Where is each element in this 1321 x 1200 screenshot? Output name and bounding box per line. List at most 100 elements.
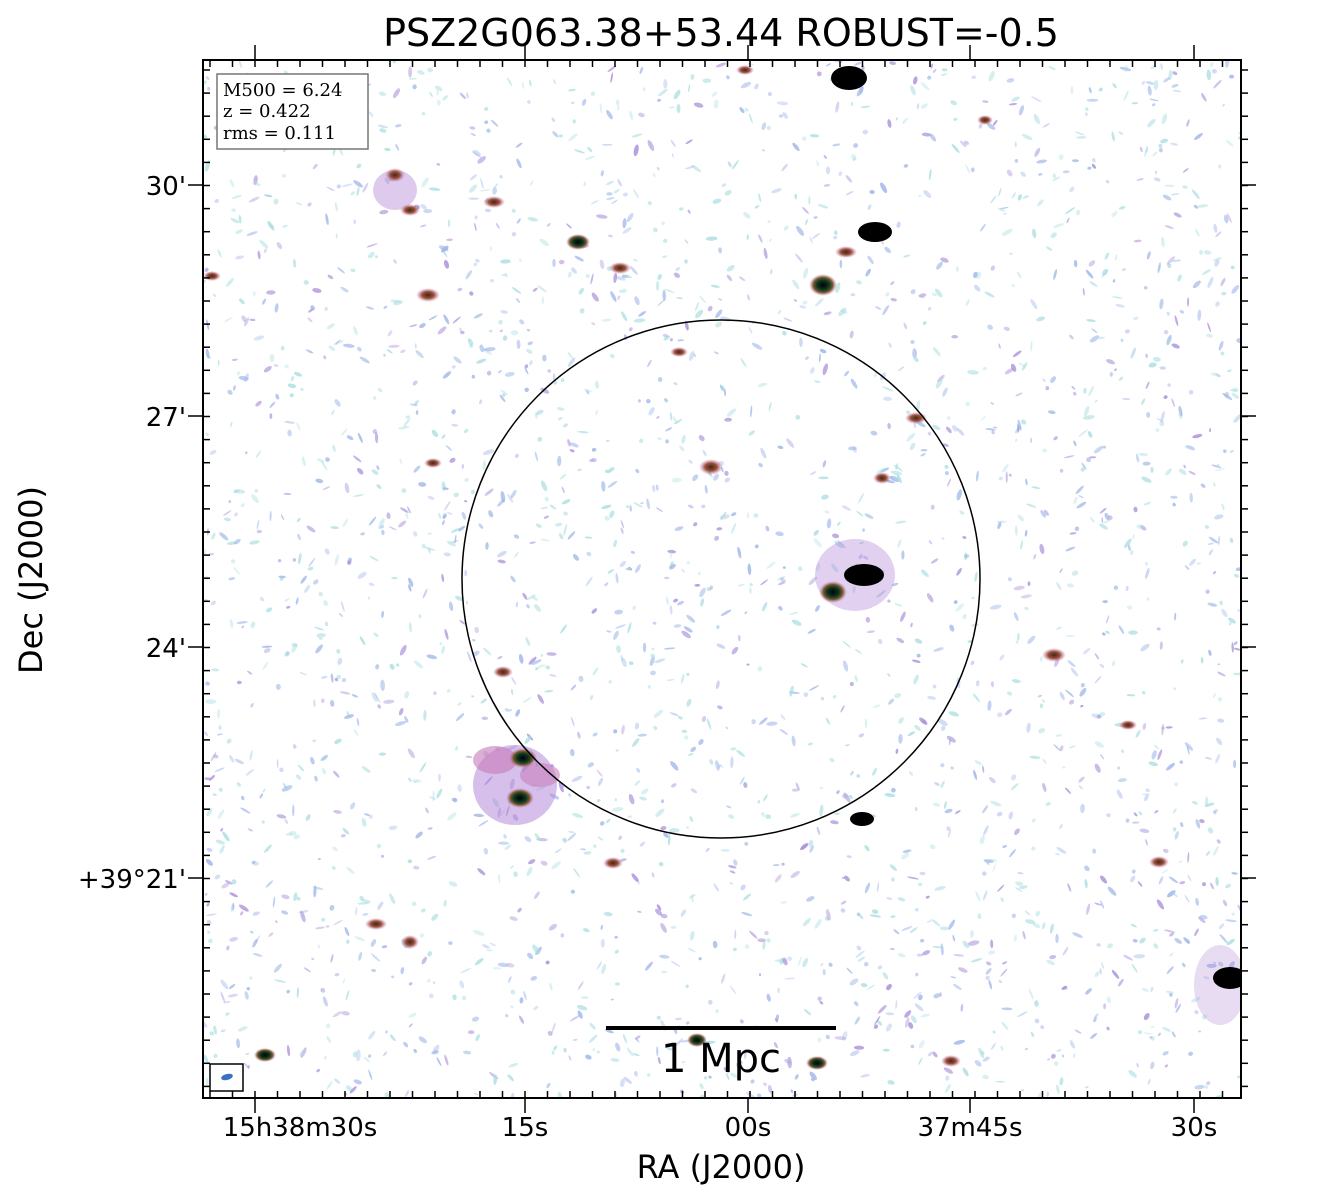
noise-speck	[1166, 339, 1171, 344]
noise-speck	[359, 636, 366, 646]
noise-speck	[383, 699, 395, 704]
noise-speck	[615, 572, 619, 584]
noise-speck	[577, 731, 581, 739]
noise-speck	[370, 939, 377, 947]
noise-speck	[1146, 411, 1151, 418]
noise-speck	[407, 748, 415, 759]
noise-speck	[858, 554, 863, 560]
noise-speck	[318, 637, 323, 640]
noise-speck	[408, 577, 414, 587]
noise-speck	[473, 262, 478, 267]
noise-speck	[714, 762, 724, 768]
noise-speck	[504, 371, 515, 377]
noise-speck	[479, 189, 491, 192]
noise-speck	[403, 1041, 409, 1048]
noise-speck	[866, 984, 876, 990]
noise-speck	[379, 209, 389, 215]
noise-speck	[1099, 711, 1106, 717]
noise-speck	[339, 691, 351, 695]
noise-speck	[686, 1021, 690, 1025]
noise-speck	[1147, 85, 1152, 96]
figure-title: PSZ2G063.38+53.44 ROBUST=-0.5	[383, 11, 1059, 55]
noise-texture	[203, 60, 1241, 1098]
noise-speck	[1189, 558, 1197, 566]
noise-speck	[336, 648, 341, 654]
noise-speck	[334, 738, 342, 745]
info-m500: M500 = 6.24	[223, 80, 342, 101]
noise-speck	[471, 151, 482, 158]
noise-speck	[617, 178, 623, 187]
noise-speck	[640, 502, 644, 505]
noise-speck	[341, 428, 348, 436]
noise-speck	[766, 561, 776, 569]
noise-speck	[1069, 745, 1076, 749]
noise-speck	[926, 593, 934, 603]
noise-speck	[955, 603, 965, 612]
noise-speck	[633, 144, 639, 157]
noise-speck	[413, 1048, 417, 1053]
noise-speck	[388, 526, 397, 531]
noise-speck	[250, 930, 254, 934]
noise-speck	[725, 726, 729, 730]
noise-speck	[932, 945, 944, 949]
noise-speck	[902, 849, 912, 853]
noise-speck	[715, 62, 727, 68]
noise-speck	[508, 1063, 519, 1068]
noise-speck	[313, 699, 316, 707]
noise-speck	[353, 180, 363, 188]
noise-speck	[856, 280, 862, 285]
noise-speck	[1226, 213, 1232, 223]
noise-speck	[1173, 808, 1177, 814]
noise-speck	[859, 541, 864, 545]
noise-speck	[204, 699, 217, 705]
noise-speck	[720, 848, 730, 852]
noise-speck	[902, 117, 908, 125]
noise-speck	[1160, 138, 1169, 144]
noise-speck	[780, 577, 786, 584]
noise-speck	[705, 236, 718, 241]
noise-speck	[1205, 589, 1210, 594]
noise-speck	[333, 340, 344, 346]
noise-speck	[511, 688, 514, 696]
noise-speck	[887, 673, 891, 677]
radio-source	[424, 458, 442, 468]
noise-speck	[1071, 385, 1076, 390]
noise-speck	[411, 779, 422, 783]
noise-speck	[628, 794, 635, 805]
noise-speck	[436, 1057, 442, 1067]
noise-speck	[316, 1068, 321, 1073]
noise-speck	[1083, 415, 1095, 420]
noise-speck	[452, 994, 457, 1001]
noise-speck	[757, 938, 766, 943]
noise-speck	[1013, 585, 1025, 591]
noise-speck	[1018, 362, 1026, 367]
noise-speck	[527, 341, 533, 346]
noise-speck	[1209, 62, 1214, 68]
noise-speck	[740, 81, 752, 89]
noise-speck	[214, 198, 219, 204]
noise-speck	[395, 143, 400, 151]
noise-speck	[713, 473, 719, 481]
noise-speck	[497, 656, 503, 660]
noise-speck	[873, 1024, 879, 1029]
noise-speck	[613, 729, 618, 734]
noise-speck	[1161, 113, 1168, 125]
noise-speck	[703, 1076, 708, 1080]
noise-speck	[637, 399, 641, 403]
noise-speck	[500, 310, 509, 314]
noise-speck	[482, 449, 495, 456]
noise-speck	[289, 830, 297, 836]
noise-speck	[1102, 519, 1112, 525]
noise-speck	[658, 88, 668, 97]
noise-speck	[983, 825, 989, 836]
noise-speck	[333, 770, 340, 778]
radio-source	[385, 168, 405, 182]
noise-speck	[1143, 286, 1148, 290]
noise-speck	[1031, 818, 1036, 823]
radio-source	[493, 666, 513, 678]
noise-speck	[276, 814, 287, 819]
noise-speck	[953, 954, 964, 957]
noise-speck	[779, 728, 788, 735]
noise-speck	[947, 829, 952, 838]
noise-speck	[1071, 570, 1079, 576]
